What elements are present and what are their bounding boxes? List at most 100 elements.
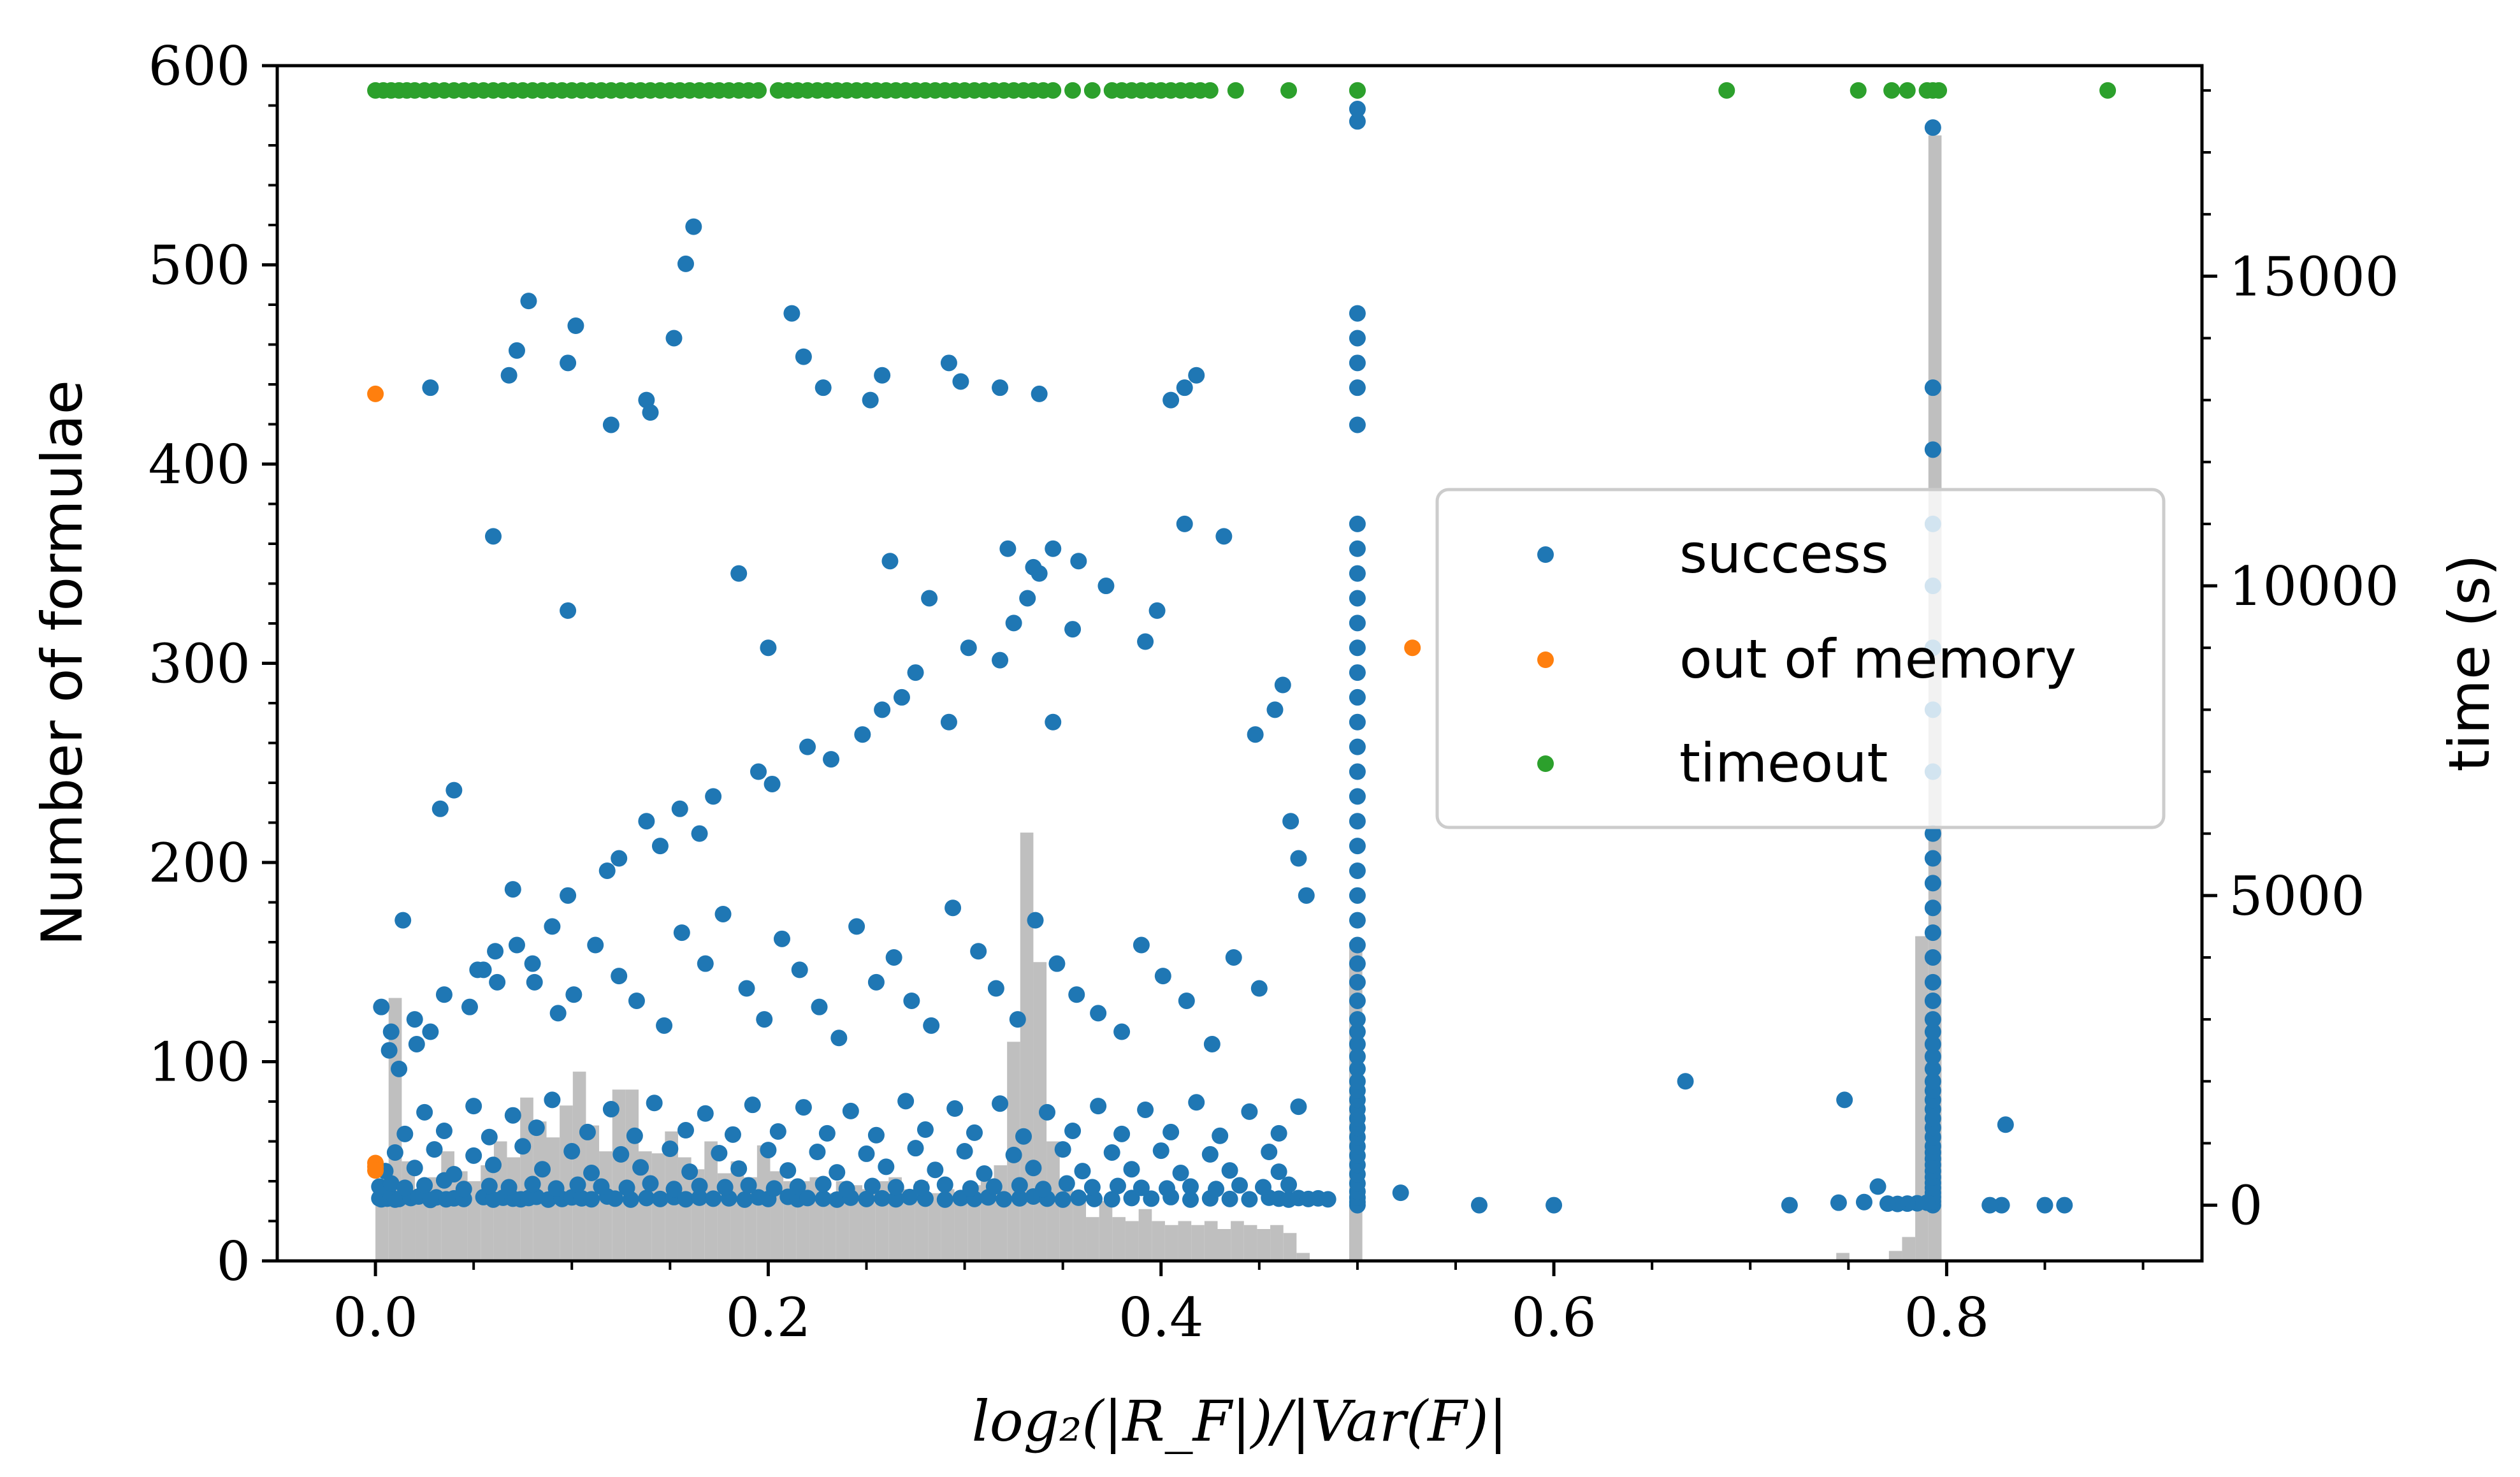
histogram-bar (612, 1089, 626, 1261)
point-success (1470, 1197, 1488, 1214)
point-success (907, 664, 924, 681)
point-success (1349, 379, 1366, 397)
point-success (1015, 1128, 1032, 1145)
histogram-bar (1020, 833, 1034, 1261)
point-success (1924, 992, 1941, 1009)
point-success (1349, 540, 1366, 557)
point-success (1349, 1011, 1366, 1028)
point-success (799, 1190, 816, 1207)
point-success (992, 1095, 1009, 1112)
point-success (1103, 1191, 1120, 1208)
histogram-bar (1099, 1201, 1113, 1261)
point-timeout (1201, 82, 1219, 99)
point-success (544, 918, 561, 935)
point-success (1083, 1179, 1101, 1196)
point-success (677, 1191, 694, 1208)
point-success (874, 367, 891, 384)
point-success (651, 1190, 669, 1207)
point-success (887, 1179, 904, 1196)
x-tick-label: 0.2 (726, 1286, 811, 1349)
point-success (1019, 590, 1036, 607)
point-success (1349, 664, 1366, 681)
histogram-bar (1231, 1221, 1244, 1261)
point-success (1090, 1005, 1107, 1022)
point-success (970, 943, 987, 960)
point-success (638, 813, 655, 830)
point-success (396, 1125, 414, 1142)
point-success (858, 1145, 875, 1162)
point-timeout (2099, 82, 2117, 99)
histogram-bar (572, 1072, 586, 1261)
point-success (435, 1122, 453, 1139)
point-success (691, 1189, 708, 1206)
point-success (1290, 850, 1307, 867)
point-success (962, 1180, 979, 1197)
histogram-bar (375, 1191, 389, 1261)
point-success (544, 1091, 561, 1109)
point-success (373, 998, 390, 1015)
point-success (1031, 385, 1048, 402)
point-success (1924, 1035, 1941, 1052)
point-success (1188, 367, 1205, 384)
point-success (1212, 1127, 1229, 1144)
point-success (1997, 1116, 2014, 1133)
point-success (1924, 1023, 1941, 1040)
y-right-tick-label: 5000 (2229, 865, 2365, 928)
point-success (579, 1123, 596, 1140)
point-success (862, 391, 879, 409)
point-success (416, 1103, 433, 1121)
point-success (1924, 1060, 1941, 1077)
point-success (1349, 1073, 1366, 1090)
histogram-bar (1125, 1221, 1139, 1261)
histogram-bar (1073, 1201, 1087, 1261)
histogram-bar (1836, 1253, 1850, 1261)
point-success (885, 949, 902, 966)
point-success (867, 973, 885, 991)
point-success (1855, 1193, 1872, 1211)
point-success (1349, 912, 1366, 929)
point-success (714, 905, 732, 922)
point-success (795, 1099, 812, 1116)
point-success (907, 1140, 924, 1157)
legend-label-timeout: timeout (1679, 732, 1888, 794)
point-success (1048, 955, 1066, 972)
point-success (520, 293, 537, 310)
point-success (1005, 615, 1022, 632)
point-success (435, 986, 453, 1003)
point-success (607, 1190, 624, 1207)
point-success (815, 1190, 832, 1207)
point-success (740, 1177, 757, 1194)
point-success (396, 1179, 414, 1197)
point-success (1113, 1023, 1131, 1040)
point-success (1349, 113, 1366, 130)
point-success (791, 961, 808, 979)
point-success (1993, 1197, 2010, 1214)
point-success (750, 763, 767, 780)
point-timeout (750, 82, 767, 99)
point-success (864, 1177, 881, 1195)
point-success (711, 1144, 728, 1161)
point-success (1133, 936, 1150, 954)
point-success (1349, 639, 1366, 657)
point-success (632, 1159, 649, 1176)
histogram-bar (625, 1089, 639, 1261)
point-success (465, 1147, 482, 1164)
point-success (1241, 1191, 1258, 1208)
point-success (469, 961, 486, 979)
point-success (923, 1017, 940, 1034)
point-success (1172, 1165, 1189, 1182)
point-success (1011, 1177, 1028, 1194)
point-success (408, 1035, 425, 1052)
y-right-tick-label: 0 (2229, 1175, 2263, 1237)
point-success (691, 825, 708, 842)
point-success (823, 751, 840, 768)
point-success (1349, 713, 1366, 731)
point-timeout (1064, 82, 1082, 99)
point-success (936, 1191, 953, 1208)
point-success (1349, 515, 1366, 532)
legend-label-out-of-memory: out of memory (1679, 628, 2076, 690)
point-success (665, 330, 683, 347)
point-success (1231, 1177, 1248, 1194)
point-success (1274, 676, 1291, 694)
point-success (1221, 1162, 1238, 1179)
